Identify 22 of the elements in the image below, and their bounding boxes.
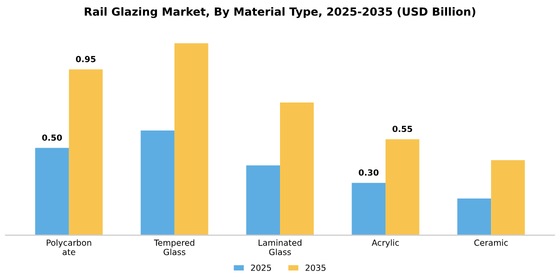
x-tick-label: Acrylic [372, 239, 399, 248]
bar [68, 69, 103, 236]
bar [386, 139, 420, 236]
legend-label: 2025 [251, 264, 271, 271]
legend-label: 2035 [306, 264, 326, 271]
x-tick-label: Polycarbon ate [46, 239, 92, 256]
bar [174, 43, 208, 236]
data-label: 0.30 [358, 169, 379, 176]
data-label: 0.50 [42, 134, 62, 141]
bar [140, 130, 174, 236]
bar [352, 182, 386, 236]
x-tick-label: Tempered Glass [154, 239, 194, 256]
data-label: 0.55 [392, 126, 412, 132]
x-tick-label: Laminated Glass [258, 239, 302, 256]
chart-title: Rail Glazing Market, By Material Type, 2025-2035 (USD Billion) [84, 7, 476, 18]
bar [246, 165, 280, 236]
bar [491, 160, 525, 236]
x-tick-label: Ceramic [474, 239, 508, 246]
bar [35, 148, 69, 236]
bar [457, 198, 492, 236]
data-label: 0.95 [76, 56, 96, 62]
bar [280, 102, 314, 236]
